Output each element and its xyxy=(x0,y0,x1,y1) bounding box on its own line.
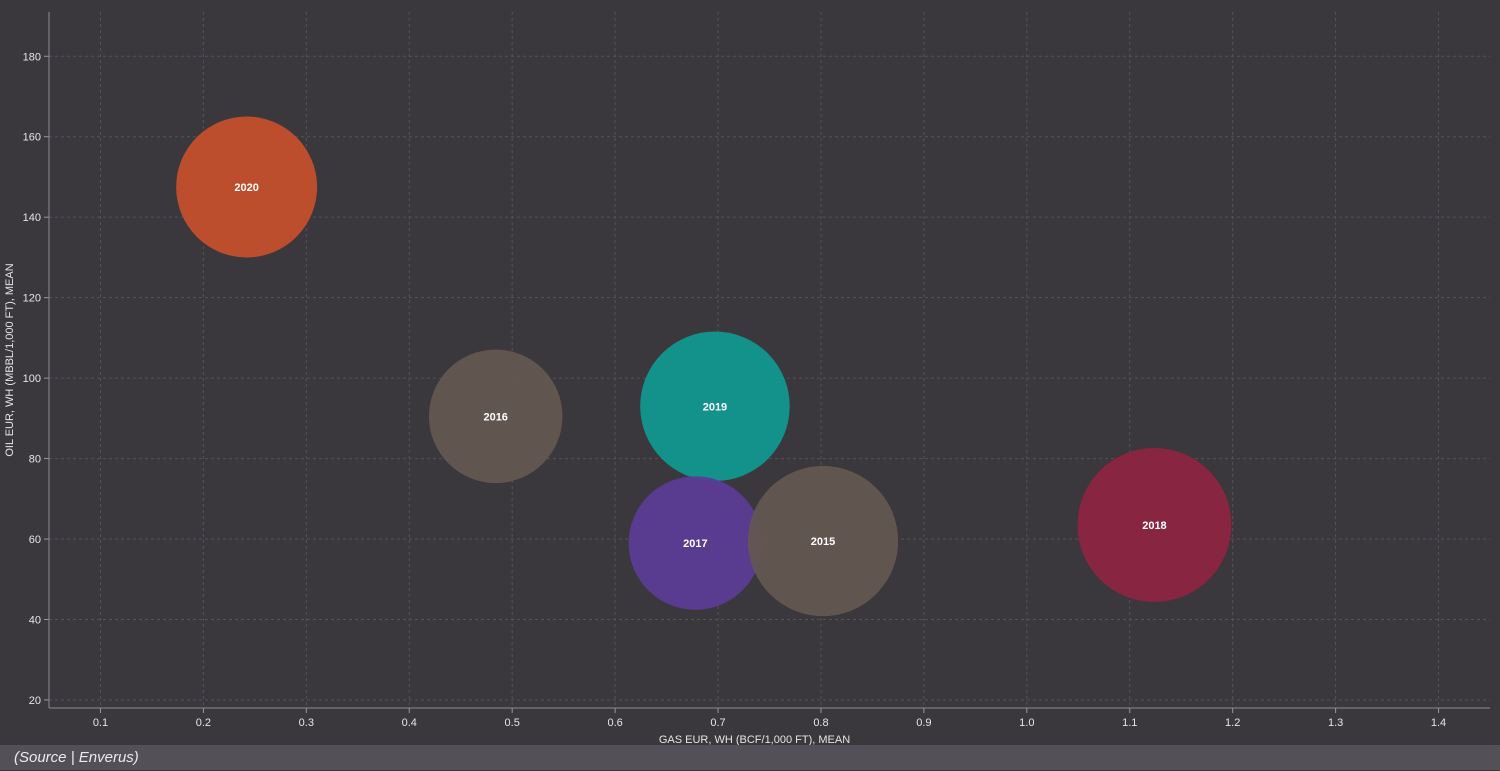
bubble-circle[interactable] xyxy=(747,465,899,617)
bubbles: 2020 2016 2019 2017 2015 2018 xyxy=(176,116,1232,617)
bubble-circle[interactable] xyxy=(1077,447,1232,602)
bubble-label: 2016 xyxy=(483,411,507,423)
bubble-2019[interactable]: 2019 xyxy=(640,331,790,482)
x-tick-label: 1.0 xyxy=(1019,717,1034,729)
y-tick-label: 80 xyxy=(29,454,41,466)
bubble-circle[interactable] xyxy=(640,331,790,482)
x-axis-title: GAS EUR, WH (BCF/1,000 FT), MEAN xyxy=(659,734,850,745)
x-tick-label: 1.3 xyxy=(1328,717,1343,729)
y-tick-label: 40 xyxy=(29,614,41,626)
bubble-2016[interactable]: 2016 xyxy=(428,349,563,484)
bubble-2018[interactable]: 2018 xyxy=(1077,447,1232,602)
x-tick-label: 1.1 xyxy=(1122,717,1137,729)
x-tick-label: 1.4 xyxy=(1431,717,1446,729)
x-tick-label: 0.4 xyxy=(402,717,417,729)
bubble-chart: 0.1 0.2 0.3 0.4 0.5 0.6 0.7 0.8 0.9 1.0 1.1 1.2 1.3 1… xyxy=(4,12,1490,745)
bubble-circle[interactable] xyxy=(176,116,318,258)
y-tick-label: 60 xyxy=(29,534,41,546)
x-tick-label: 0.9 xyxy=(916,717,931,729)
bubble-label: 2018 xyxy=(1142,520,1166,532)
bubble-label: 2020 xyxy=(234,182,258,194)
x-tick-label: 0.1 xyxy=(93,717,108,729)
x-tick-label: 1.2 xyxy=(1225,717,1240,729)
x-tick-label: 0.6 xyxy=(607,717,622,729)
y-tick-label: 160 xyxy=(23,132,41,144)
y-tick-label: 140 xyxy=(23,212,41,224)
bubble-label: 2019 xyxy=(703,401,727,413)
x-tick-label: 0.7 xyxy=(710,717,725,729)
axes: 0.1 0.2 0.3 0.4 0.5 0.6 0.7 0.8 0.9 1.0 1.1 1.2 1.3 1… xyxy=(23,12,1490,729)
x-tick-label: 0.8 xyxy=(813,717,828,729)
bubble-chart-canvas: 0.1 0.2 0.3 0.4 0.5 0.6 0.7 0.8 0.9 1.0 1.1 1.2 1.3 1… xyxy=(4,12,1490,745)
x-tick-label: 0.3 xyxy=(299,717,314,729)
y-axis-title: OIL EUR, WH (MBBL/1,000 FT), MEAN xyxy=(4,263,16,456)
y-tick-label: 20 xyxy=(29,695,41,707)
y-tick-label: 180 xyxy=(23,51,41,63)
bubble-circle[interactable] xyxy=(428,349,563,484)
bubble-circle[interactable] xyxy=(628,476,763,610)
bubble-label: 2017 xyxy=(683,538,707,550)
bubble-2017[interactable]: 2017 xyxy=(628,476,763,610)
bubble-2020[interactable]: 2020 xyxy=(176,116,318,258)
bubble-2015[interactable]: 2015 xyxy=(747,465,899,617)
bubble-label: 2015 xyxy=(811,536,835,548)
source-caption: (Source | Enverus) xyxy=(0,745,1500,770)
x-tick-label: 0.2 xyxy=(196,717,211,729)
y-tick-label: 100 xyxy=(23,373,41,385)
x-tick-label: 0.5 xyxy=(505,717,520,729)
y-tick-label: 120 xyxy=(23,293,41,305)
